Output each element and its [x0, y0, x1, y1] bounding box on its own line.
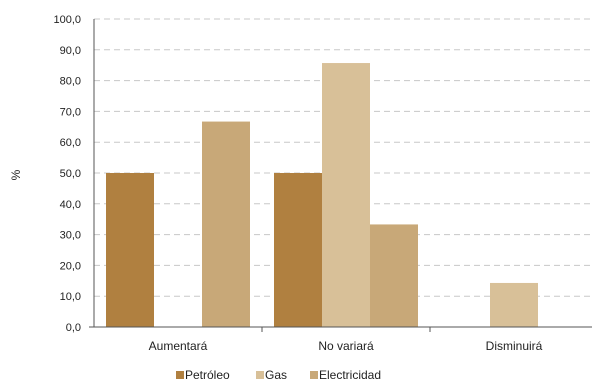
axes	[89, 19, 592, 332]
y-tick-label: 90,0	[60, 45, 81, 57]
y-tick-label: 40,0	[60, 199, 81, 211]
y-tick-label: 100,0	[53, 14, 81, 26]
legend-swatch	[176, 371, 184, 379]
legend-label: Electricidad	[319, 368, 381, 382]
bar-electricidad	[370, 224, 418, 327]
bar-gas	[322, 63, 370, 327]
y-tick-label: 70,0	[60, 106, 81, 118]
x-category-label: Disminuirá	[486, 339, 543, 353]
x-category-label: No variará	[318, 339, 374, 353]
bar-gas	[490, 282, 538, 327]
bar-electricidad	[202, 121, 250, 328]
bars	[106, 63, 538, 328]
y-tick-labels: 0,0 10,0 20,0 30,0 40,0 50,0 60,0 70,0 80,0 90,0 1…	[53, 14, 81, 334]
gridlines	[94, 18, 592, 297]
bar-petróleo	[274, 173, 322, 327]
y-tick-label: 50,0	[60, 168, 81, 180]
legend-label: Petróleo	[185, 368, 230, 382]
legend-label: Gas	[265, 368, 287, 382]
y-tick-label: 20,0	[60, 260, 81, 272]
y-tick-label: 0,0	[66, 322, 81, 334]
legend-swatch	[310, 371, 318, 379]
y-tick-label: 30,0	[60, 230, 81, 242]
x-category-label: Aumentará	[149, 339, 208, 353]
y-axis-title: %	[9, 169, 23, 180]
y-tick-label: 60,0	[60, 137, 81, 149]
legend: Petróleo Gas Electricidad	[176, 368, 381, 382]
y-tick-label: 10,0	[60, 291, 81, 303]
bar-petróleo	[106, 173, 154, 327]
x-category-labels: Aumentará No variará Disminuirá	[149, 339, 543, 353]
legend-swatch	[256, 371, 264, 379]
y-tick-label: 80,0	[60, 76, 81, 88]
